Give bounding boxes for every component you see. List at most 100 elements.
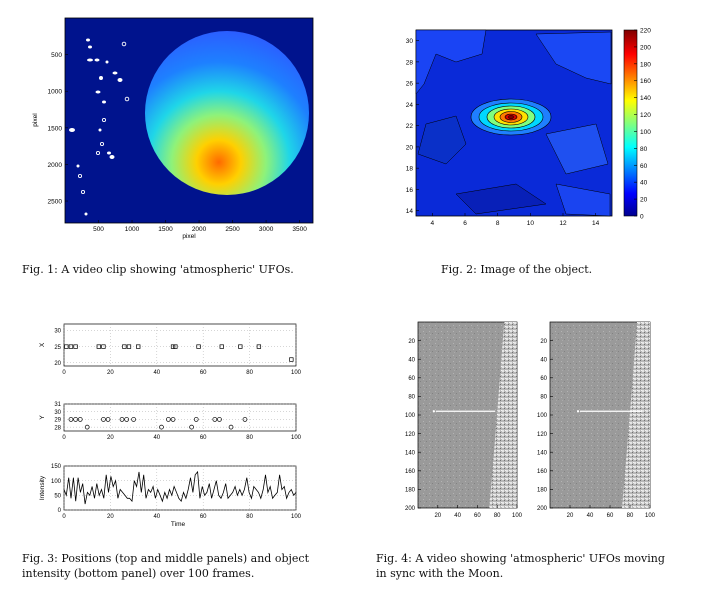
fig2-xticks: 4 6 8 10 12 14 — [431, 213, 600, 227]
data-point — [136, 344, 141, 349]
data-point — [124, 417, 129, 422]
ufo-marker — [576, 410, 580, 413]
x-tick-label: 100 — [291, 370, 302, 376]
x-tick-label: 1500 — [158, 226, 173, 233]
fig1-moon-disc — [145, 31, 309, 195]
y-tick-label: 30 — [54, 329, 61, 335]
y-tick-label: 100 — [51, 479, 62, 485]
y-tick-label: 2000 — [48, 162, 63, 169]
data-point — [68, 344, 74, 349]
fig1-yticks: 500 1000 1500 2000 2500 — [48, 52, 68, 206]
data-point — [96, 344, 101, 349]
x-tick-label: 1000 — [125, 226, 140, 233]
x-tick-label: 6 — [463, 220, 467, 227]
x-tick-label: 0 — [62, 435, 66, 441]
y-tick-label: 100 — [537, 413, 548, 419]
x-tick-label: 40 — [587, 513, 594, 519]
data-point — [119, 417, 125, 422]
y-tick-label: 20 — [406, 144, 414, 151]
data-point — [105, 417, 111, 422]
data-point — [126, 344, 132, 349]
x-tick-label: 2500 — [225, 226, 240, 233]
y-tick-label: 500 — [51, 52, 62, 59]
x-tick-label: 12 — [559, 220, 567, 227]
x-tick-label: 80 — [246, 514, 253, 520]
colorbar-tick-label: 160 — [640, 78, 651, 85]
y-tick-label: 20 — [54, 361, 61, 367]
x-tick-label: 80 — [627, 513, 634, 519]
x-tick-label: 20 — [434, 513, 441, 519]
fig1-ylabel: pixel — [32, 113, 39, 127]
y-axis-label: X — [39, 342, 46, 347]
fig4-frame-right: 20 40 60 80 100 20 40 60 80 100 120 140 160 180 200 — [537, 321, 656, 519]
x-tick-label: 10 — [527, 220, 535, 227]
x-tick-label: 60 — [200, 370, 207, 376]
x-tick-label: 100 — [645, 513, 656, 519]
data-point — [289, 357, 294, 362]
data-point — [238, 344, 243, 349]
fig3-xlabel: Time — [171, 521, 186, 528]
fig2-caption: Fig. 2: Image of the object. — [441, 263, 593, 276]
fig2-yticks: 14 16 18 20 22 24 26 28 30 — [406, 38, 419, 215]
y-tick-label: 40 — [408, 357, 415, 363]
x-tick-label: 60 — [200, 435, 207, 441]
colorbar-tick-label: 120 — [640, 112, 651, 119]
y-tick-label: 60 — [408, 376, 415, 382]
x-tick-label: 20 — [107, 370, 114, 376]
y-tick-label: 50 — [54, 494, 61, 500]
y-tick-label: 29 — [54, 418, 61, 424]
y-tick-label: 24 — [406, 102, 414, 109]
intensity-line — [63, 470, 297, 505]
y-tick-label: 30 — [54, 410, 61, 416]
x-tick-label: 4 — [431, 220, 435, 227]
data-point — [170, 417, 176, 422]
colorbar-tick-label: 220 — [640, 28, 651, 35]
data-point — [219, 344, 224, 349]
colorbar-tick-label: 180 — [640, 61, 651, 68]
y-tick-label: 150 — [51, 464, 62, 470]
y-tick-label: 140 — [537, 450, 548, 456]
y-axis-label: Intensity — [39, 475, 46, 500]
y-tick-label: 22 — [406, 123, 414, 130]
colorbar-tick-label: 40 — [640, 180, 648, 187]
y-tick-label: 30 — [406, 38, 414, 45]
data-point — [189, 424, 194, 430]
x-tick-label: 60 — [607, 513, 614, 519]
x-tick-label: 40 — [454, 513, 461, 519]
y-tick-label: 25 — [54, 345, 61, 351]
data-point — [193, 417, 199, 422]
data-point — [68, 417, 74, 422]
fig4-caption: Fig. 4: A video showing 'atmospheric' UF… — [376, 552, 665, 580]
data-point — [73, 417, 78, 422]
data-point — [217, 417, 222, 422]
y-tick-label: 40 — [540, 357, 547, 363]
x-tick-label: 60 — [474, 513, 481, 519]
data-point — [64, 344, 69, 349]
x-tick-label: 40 — [153, 514, 160, 520]
y-tick-label: 0 — [58, 508, 62, 514]
y-tick-label: 1500 — [48, 125, 63, 132]
x-tick-label: 0 — [62, 514, 66, 520]
y-tick-label: 16 — [406, 187, 414, 194]
colorbar-tick-label: 60 — [640, 163, 648, 170]
x-tick-label: 80 — [246, 435, 253, 441]
x-tick-label: 40 — [153, 435, 160, 441]
colorbar-tick-label: 0 — [640, 214, 644, 221]
data-point — [84, 424, 90, 430]
fig4-frame-left: 20 40 60 80 100 20 40 60 80 100 120 140 160 180 200 — [405, 321, 523, 519]
y-tick-label: 180 — [405, 488, 416, 494]
x-tick-label: 100 — [291, 514, 302, 520]
x-tick-label: 80 — [494, 513, 501, 519]
data-point — [101, 417, 106, 422]
fig1-xlabel: pixel — [182, 233, 196, 240]
colorbar-tick-label: 20 — [640, 197, 648, 204]
moon-limb — [489, 322, 517, 508]
y-tick-label: 28 — [54, 425, 61, 431]
data-point — [256, 344, 262, 349]
y-tick-label: 200 — [405, 506, 416, 512]
x-tick-label: 14 — [592, 220, 600, 227]
y-tick-label: 14 — [406, 208, 414, 215]
